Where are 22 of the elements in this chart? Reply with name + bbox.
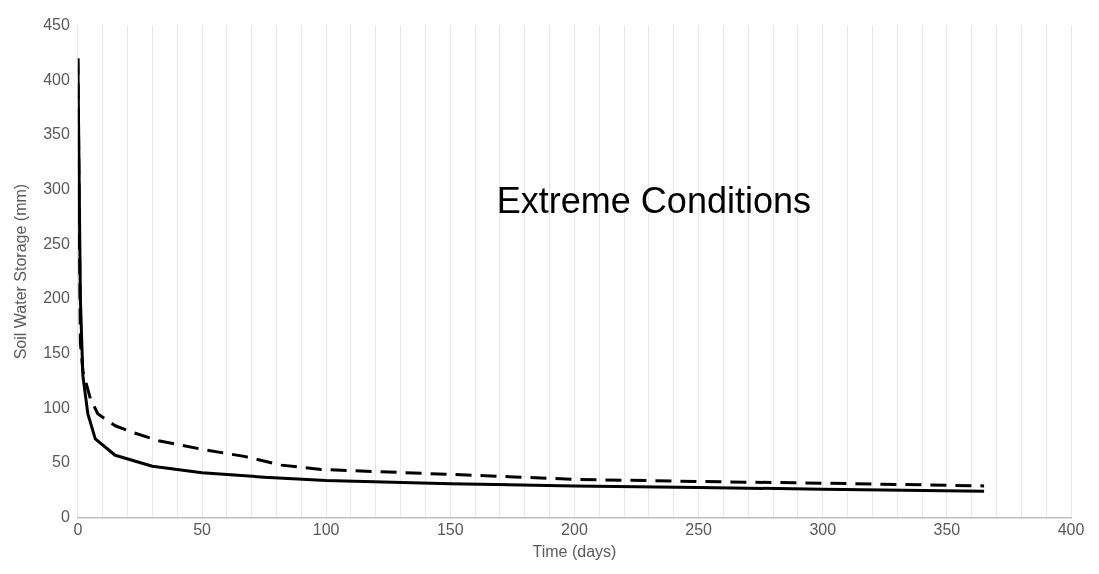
x-tick-label: 100 bbox=[312, 520, 340, 538]
x-tick-label: 150 bbox=[436, 520, 464, 538]
y-tick-label: 200 bbox=[43, 289, 70, 307]
y-tick-label: 50 bbox=[52, 453, 70, 471]
x-tick-label: 200 bbox=[561, 520, 588, 538]
y-tick-label: 100 bbox=[43, 398, 70, 416]
y-tick-label: 350 bbox=[43, 125, 70, 143]
y-tick-label: 150 bbox=[43, 344, 70, 362]
text: Extreme Conditions bbox=[496, 179, 811, 221]
x-tick-label: 300 bbox=[809, 520, 837, 538]
y-axis-title: Soil Water Storage (mm) bbox=[12, 183, 30, 360]
y-tick-label: 300 bbox=[43, 180, 70, 198]
y-tick-label: 450 bbox=[43, 16, 70, 34]
x-tick-label: 50 bbox=[193, 520, 212, 538]
y-tick-label: 400 bbox=[43, 70, 70, 88]
x-tick-label: 400 bbox=[1057, 520, 1085, 538]
x-axis-title: Time (days) bbox=[532, 542, 617, 560]
y-tick-label: 0 bbox=[60, 508, 70, 526]
x-tick-label: 350 bbox=[933, 520, 961, 538]
y-tick-label: 250 bbox=[43, 234, 70, 252]
x-tick-label: 250 bbox=[685, 520, 713, 538]
x-tick-label: 0 bbox=[73, 520, 83, 538]
